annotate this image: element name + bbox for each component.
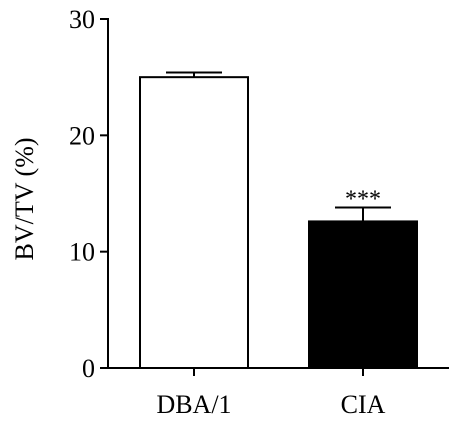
x-tick-label: CIA [341,390,386,419]
significance-label: *** [345,186,381,212]
y-tick-label: 20 [69,121,95,150]
x-tick-label: DBA/1 [156,390,231,419]
y-tick-label: 30 [69,5,95,34]
y-tick-label: 0 [82,354,95,383]
y-ticks: 0 10 20 30 [69,5,108,383]
y-axis-label: BV/TV (%) [10,137,39,260]
bar [139,76,249,370]
bars [139,71,418,370]
y-tick-label: 10 [69,238,95,267]
bar [308,220,418,369]
x-tick-labels: DBA/1 CIA [156,368,386,419]
annotations: *** [345,186,381,212]
